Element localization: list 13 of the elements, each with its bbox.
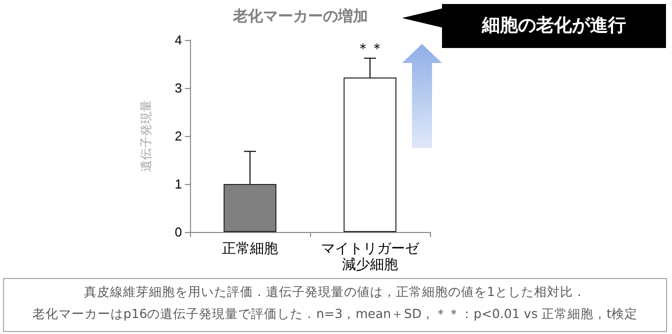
text: 老化マーカーはp16の遺伝子発現量で評価した．n=3，mean＋SD，＊＊：p<0.01 vs 正常細胞，t検定	[31, 305, 639, 323]
chart-title: 老化マーカーの増加	[232, 7, 368, 25]
y-tick-label: 2	[174, 128, 182, 144]
text: 真皮線維芽細胞を用いた評価．遺伝子発現量の値は，正常細胞の値を1とした相対比．	[83, 283, 587, 301]
x-tick-label: マイトリガーゼ減少細胞	[321, 240, 420, 272]
y-axis-title: 遺伝子発現量	[139, 100, 153, 172]
y-tick-label: 0	[174, 224, 182, 240]
annotation: ＊＊	[356, 41, 384, 57]
y-tick-label: 1	[174, 176, 182, 192]
y-tick-label: 3	[174, 80, 182, 96]
x-tick-label: 正常細胞	[222, 240, 278, 256]
text: 細胞の老化が進行	[442, 4, 666, 48]
y-tick-label: 4	[174, 32, 182, 48]
